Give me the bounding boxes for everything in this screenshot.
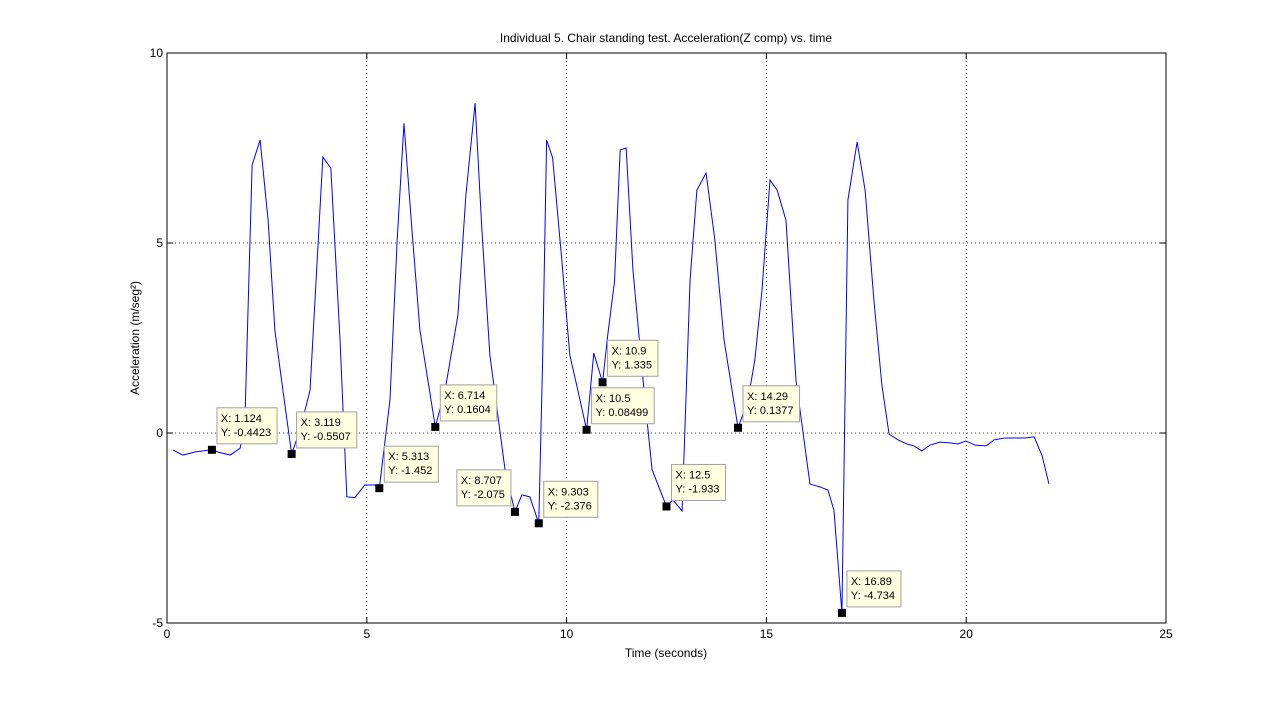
datatip-box: [456, 469, 512, 507]
datatip-x-label: X: 1.124: [221, 413, 262, 425]
y-tick-label: 0: [156, 426, 163, 440]
datatip: X: 10.9 Y: 1.335: [607, 339, 659, 377]
datatip-x-label: X: 10.5: [596, 393, 631, 405]
datatip-y-label: Y: -4.734: [851, 590, 895, 602]
datatip-marker: [287, 449, 296, 458]
x-tick-label: 0: [164, 627, 171, 641]
y-tick-label: 10: [150, 46, 164, 60]
datatip-x-label: X: 3.119: [301, 417, 341, 429]
datatip: X: 12.5 Y: -1.933: [671, 463, 727, 501]
datatip-x-label: X: 12.5: [676, 469, 711, 481]
datatip-y-label: Y: 1.335: [612, 359, 652, 371]
x-tick-label: 5: [363, 627, 370, 641]
datatip-box: [216, 407, 278, 445]
plot-area: [167, 53, 1166, 623]
datatip: X: 10.5 Y: 0.08499: [591, 387, 655, 425]
datatip-marker: [510, 507, 519, 516]
datatip-x-label: X: 10.9: [612, 345, 647, 357]
datatip-box: [439, 384, 498, 422]
datatip-y-label: Y: 0.1604: [444, 404, 491, 416]
y-axis-label: Acceleration (m/seg²): [128, 281, 142, 395]
datatip-box: [591, 387, 655, 425]
datatip-box: [742, 385, 801, 423]
datatip: X: 16.89 Y: -4.734: [846, 570, 902, 608]
datatip: X: 14.29 Y: 0.1377: [742, 385, 801, 423]
x-axis-label: Time (seconds): [625, 646, 707, 660]
chart-title: Individual 5. Chair standing test. Accel…: [500, 31, 832, 45]
datatip: X: 8.707 Y: -2.075: [456, 469, 512, 507]
datatip-marker: [534, 519, 543, 528]
datatip-y-label: Y: -1.933: [676, 483, 720, 495]
datatip: X: 5.313 Y: -1.452: [383, 445, 439, 483]
datatip-x-label: X: 16.89: [851, 576, 892, 588]
datatip-box: [607, 339, 659, 377]
datatip: X: 6.714 Y: 0.1604: [439, 384, 498, 422]
datatip-box: [671, 463, 727, 501]
datatip: X: 3.119 Y: -0.5507: [296, 411, 358, 449]
datatip-y-label: Y: -2.376: [548, 500, 592, 512]
x-tick-label: 15: [760, 627, 774, 641]
datatip-marker: [431, 422, 440, 431]
axes-box: [166, 52, 1167, 624]
datatip-y-label: Y: -0.4423: [221, 427, 271, 439]
datatip-x-label: X: 5.313: [388, 451, 429, 463]
datatip: X: 1.124 Y: -0.4423: [216, 407, 278, 445]
datatip-y-label: Y: -2.075: [461, 489, 505, 501]
x-tick-label: 10: [560, 627, 574, 641]
datatip-box: [383, 445, 439, 483]
datatip-x-label: X: 9.303: [548, 486, 589, 498]
datatip-y-label: Y: -0.5507: [301, 431, 351, 443]
datatip-x-label: X: 14.29: [747, 391, 788, 403]
datatip-y-label: Y: 0.1377: [747, 405, 794, 417]
datatip: X: 9.303 Y: -2.376: [543, 480, 599, 518]
datatip-box: [846, 570, 902, 608]
datatip-marker: [734, 423, 743, 432]
datatip-box: [296, 411, 358, 449]
y-tick-label: -5: [152, 616, 163, 630]
datatip-marker: [375, 484, 384, 493]
datatip-marker: [582, 425, 591, 434]
datatip-y-label: Y: -1.452: [388, 465, 432, 477]
datatip-x-label: X: 6.714: [444, 390, 485, 402]
datatip-x-label: X: 8.707: [461, 475, 502, 487]
datatip-marker: [207, 445, 216, 454]
datatip-marker: [662, 502, 671, 511]
datatip-marker: [837, 608, 846, 617]
data-line: [172, 103, 1050, 613]
x-tick-label: 20: [960, 627, 974, 641]
y-tick-label: 5: [156, 236, 163, 250]
datatip-box: [543, 480, 599, 518]
x-tick-label: 25: [1159, 627, 1173, 641]
datatip-y-label: Y: 0.08499: [596, 407, 649, 419]
datatip-marker: [598, 378, 607, 387]
